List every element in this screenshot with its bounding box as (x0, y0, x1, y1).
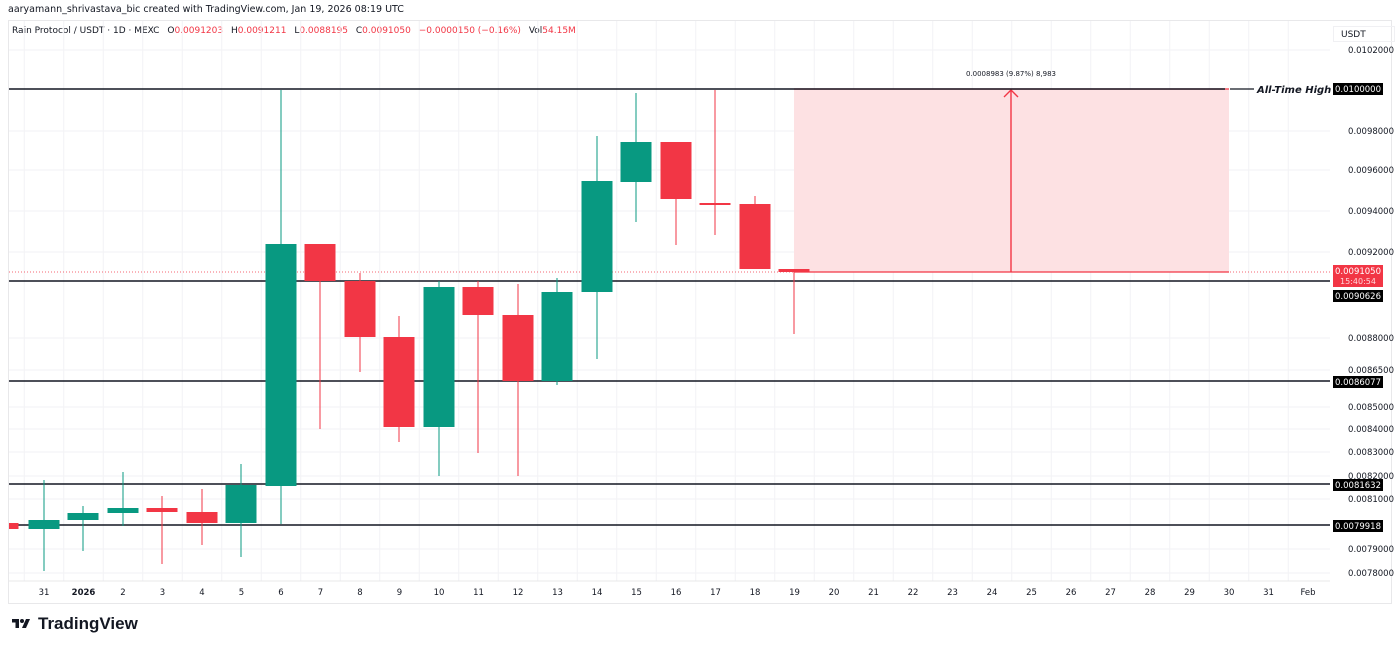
y-tick-label: 0.0098000 (1348, 127, 1394, 137)
x-tick-label: 9 (397, 588, 402, 598)
level-badge-text: 0.0090626 (1335, 292, 1381, 302)
x-tick-label: 11 (473, 588, 484, 598)
x-tick-label: 18 (750, 588, 761, 598)
x-tick-label: Feb (1300, 588, 1315, 598)
x-tick-label: 17 (710, 588, 721, 598)
measure-arrowhead-icon (1003, 89, 1019, 98)
x-tick-label: 16 (671, 588, 682, 598)
measure-label: 0.0008983 (9.87%) 8,983 (966, 70, 1056, 78)
y-tick-label: 0.0086500 (1348, 366, 1394, 376)
x-tick-label: 20 (829, 588, 840, 598)
x-tick-label: 22 (908, 588, 919, 598)
x-tick-label: 23 (947, 588, 958, 598)
x-tick-label: 30 (1224, 588, 1235, 598)
y-tick-label: 0.0085000 (1348, 403, 1394, 413)
candle[interactable] (620, 93, 652, 222)
x-tick-label: 28 (1145, 588, 1156, 598)
y-tick-label: 0.0082000 (1348, 472, 1394, 482)
change-value: −0.0000150 (−0.16%) (418, 26, 521, 36)
candle[interactable] (28, 480, 60, 571)
x-tick-label: 2 (120, 588, 125, 598)
x-tick-label: 15 (631, 588, 642, 598)
y-tick-label: 0.0094000 (1348, 207, 1394, 217)
level-badge (1333, 479, 1383, 491)
x-tick-label: 4 (199, 588, 204, 598)
brand-name: TradingView (38, 614, 138, 633)
x-tick-label: 6 (278, 588, 283, 598)
candle[interactable] (502, 284, 534, 476)
x-tick-label: 8 (357, 588, 362, 598)
tradingview-logo-icon (12, 619, 30, 628)
symbol-legend: Rain Protocol / USDT · 1D · MEXC O0.0091… (12, 26, 576, 36)
x-tick-label: 14 (592, 588, 603, 598)
volume-value: 54.15M (542, 26, 576, 36)
candle[interactable] (581, 136, 613, 359)
y-tick-label: 0.0078000 (1348, 569, 1394, 579)
y-tick-label: 0.0084000 (1348, 425, 1394, 435)
x-tick-label: 25 (1026, 588, 1037, 598)
countdown-text: 15:40:54 (1340, 277, 1376, 286)
candle[interactable] (9, 523, 19, 529)
candle[interactable] (304, 244, 336, 429)
last-price-badge (1333, 265, 1383, 287)
candle[interactable] (265, 90, 297, 524)
attribution-text: aaryamann_shrivastava_bic created with T… (8, 4, 404, 15)
level-badge (1333, 520, 1383, 532)
x-tick-label: 10 (434, 588, 445, 598)
y-tick-label: 0.0083000 (1348, 448, 1394, 458)
ath-label: All-Time High - (1256, 85, 1339, 96)
candle[interactable] (383, 316, 415, 442)
candle[interactable] (225, 464, 257, 557)
y-tick-label: 0.0079000 (1348, 545, 1394, 555)
candle[interactable] (739, 196, 771, 269)
tradingview-logo[interactable]: TradingView (9, 614, 138, 634)
y-tick-label: 0.0096000 (1348, 166, 1394, 176)
y-tick-label: 0.0081000 (1348, 495, 1394, 505)
x-tick-label: 26 (1066, 588, 1077, 598)
y-tick-label: 0.0088000 (1348, 334, 1394, 344)
open-value: 0.0091203 (174, 26, 224, 36)
x-tick-label: 7 (318, 588, 323, 598)
candle[interactable] (344, 273, 376, 372)
candle[interactable] (423, 281, 455, 476)
candle[interactable] (462, 281, 494, 453)
x-tick-label: 3 (160, 588, 165, 598)
x-tick-label: 29 (1184, 588, 1195, 598)
x-tick-label: 19 (789, 588, 800, 598)
candle[interactable] (660, 142, 692, 245)
high-value: 0.0091211 (237, 26, 287, 36)
level-badge-text: 0.0086077 (1335, 378, 1381, 388)
ath-price-badge-text: 0.0100000 (1335, 85, 1381, 95)
level-badge (1333, 290, 1383, 302)
x-tick-label: 24 (987, 588, 998, 598)
ath-price-badge (1333, 83, 1383, 95)
x-tick-label: 27 (1105, 588, 1116, 598)
y-tick-label: 0.0092000 (1348, 248, 1394, 258)
level-badge-text: 0.0081632 (1335, 481, 1381, 491)
candle[interactable] (699, 90, 731, 235)
level-badge (1333, 376, 1383, 388)
symbol-name: Rain Protocol / USDT · 1D · MEXC (12, 26, 160, 36)
currency-selector[interactable]: USDT (1333, 26, 1395, 42)
candle[interactable] (107, 472, 139, 526)
chart-frame (8, 20, 1392, 604)
x-tick-label: 5 (239, 588, 244, 598)
candle[interactable] (541, 278, 573, 385)
x-tick-label: 2026 (72, 588, 96, 598)
x-tick-label: 12 (513, 588, 524, 598)
candle[interactable] (146, 496, 178, 564)
candle[interactable] (778, 269, 810, 334)
candle[interactable] (67, 506, 99, 551)
x-tick-label: 31 (39, 588, 50, 598)
y-tick-label: 0.0102000 (1348, 46, 1394, 56)
close-value: 0.0091050 (362, 26, 411, 36)
low-value: 0.0088195 (299, 26, 348, 36)
level-badge-text: 0.0079918 (1335, 522, 1381, 532)
candle[interactable] (186, 489, 218, 545)
x-tick-label: 21 (868, 588, 879, 598)
last-price-text: 0.0091050 (1335, 267, 1381, 277)
x-tick-label: 31 (1263, 588, 1274, 598)
x-tick-label: 13 (552, 588, 563, 598)
